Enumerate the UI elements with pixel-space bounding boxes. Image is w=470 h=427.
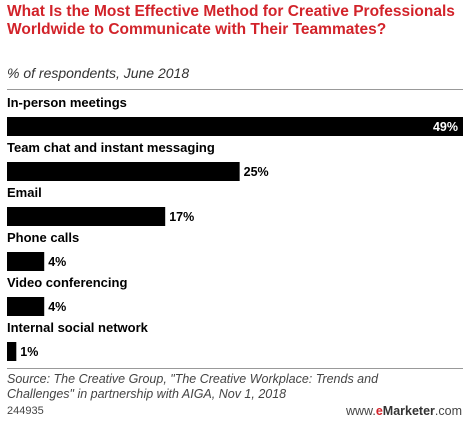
bar-video-conferencing — [7, 297, 45, 316]
bar-email — [7, 207, 166, 226]
emarketer-logo: www.eMarketer.com — [346, 404, 462, 418]
value-label-email: 17% — [169, 210, 194, 224]
category-label-video-conferencing: Video conferencing — [7, 275, 127, 290]
category-label-internal-social-network: Internal social network — [7, 320, 149, 335]
category-label-email: Email — [7, 185, 42, 200]
value-label-video-conferencing: 4% — [48, 300, 66, 314]
chart-title: What Is the Most Effective Method for Cr… — [7, 3, 455, 38]
chart-subtitle: % of respondents, June 2018 — [7, 65, 190, 81]
bar-chart: In-person meetings 49% Team chat and insta… — [7, 95, 463, 361]
bar-in-person-meetings — [7, 117, 463, 136]
value-label-phone-calls: 4% — [48, 255, 66, 269]
value-label-internal-social-network: 1% — [20, 345, 38, 359]
brand-name: Marketer — [382, 404, 435, 418]
bar-team-chat-and-instant-messaging — [7, 162, 240, 181]
chart-id: 244935 — [7, 405, 44, 417]
category-label-team-chat-and-instant-messaging: Team chat and instant messaging — [7, 140, 215, 155]
value-label-team-chat-and-instant-messaging: 25% — [244, 165, 269, 179]
value-label-in-person-meetings: 49% — [433, 120, 458, 134]
top-divider — [7, 89, 463, 90]
bottom-divider — [7, 368, 463, 369]
category-label-phone-calls: Phone calls — [7, 230, 79, 245]
brand-suffix: .com — [434, 404, 462, 418]
brand-e: e — [375, 404, 383, 418]
bar-phone-calls — [7, 252, 45, 271]
source-note: Source: The Creative Group, "The Creativ… — [7, 372, 379, 401]
brand-prefix: www. — [345, 404, 376, 418]
category-label-in-person-meetings: In-person meetings — [7, 95, 127, 110]
bar-internal-social-network — [7, 342, 17, 361]
